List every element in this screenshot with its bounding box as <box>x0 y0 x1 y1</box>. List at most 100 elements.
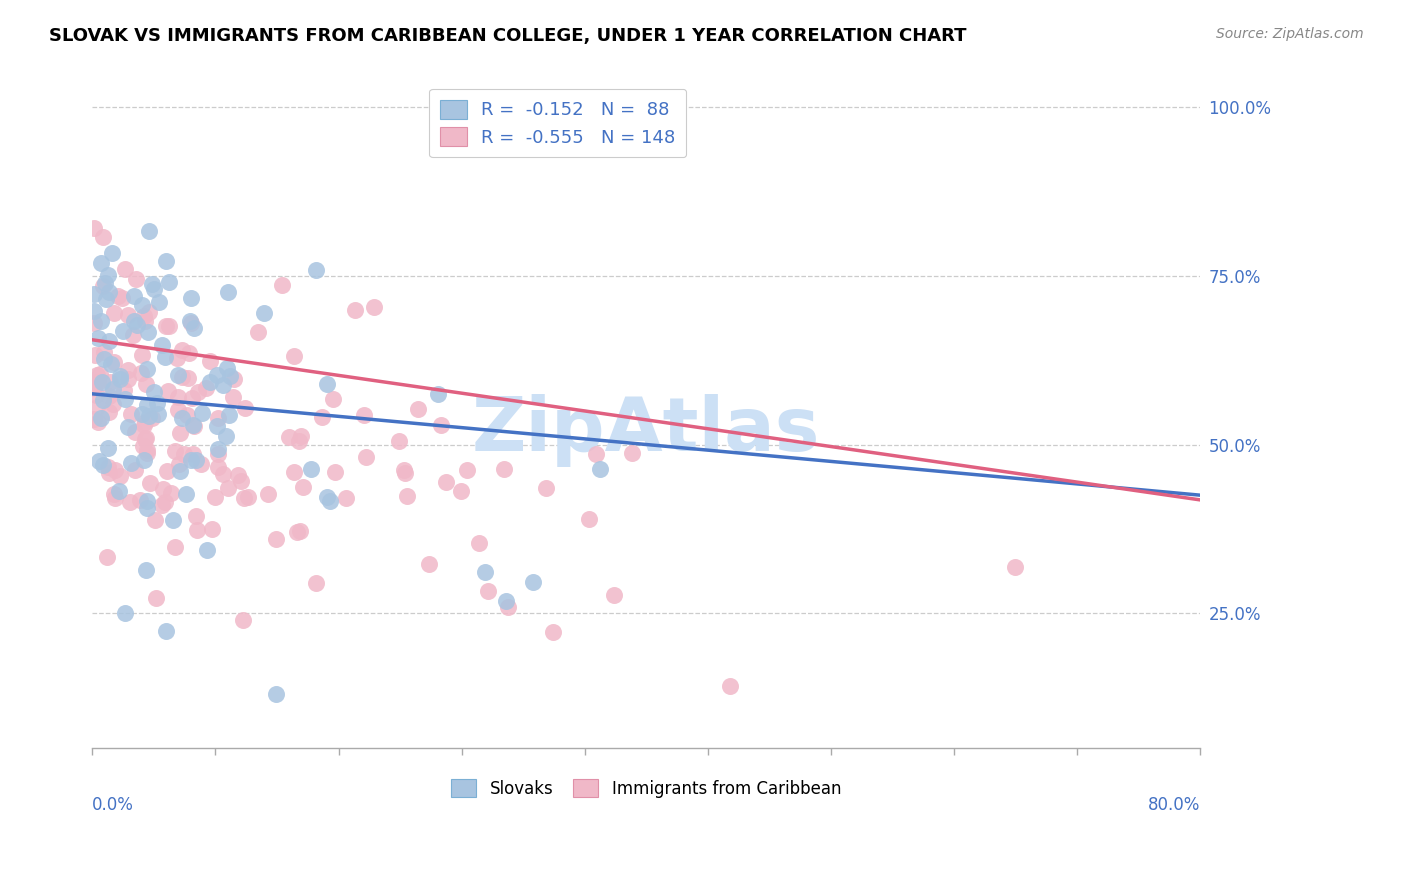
Point <box>311 410 333 425</box>
Point <box>122 288 145 302</box>
Point <box>114 261 136 276</box>
Point <box>83 348 105 362</box>
Point <box>128 492 150 507</box>
Point <box>406 402 429 417</box>
Point <box>157 384 180 398</box>
Point <box>150 498 173 512</box>
Point <box>96 292 118 306</box>
Point <box>394 466 416 480</box>
Text: ZipAtlas: ZipAtlas <box>472 394 821 467</box>
Point <box>174 486 197 500</box>
Point <box>541 624 564 639</box>
Point <box>124 272 146 286</box>
Point <box>228 467 250 482</box>
Text: Source: ZipAtlas.com: Source: ZipAtlas.com <box>1216 27 1364 41</box>
Point <box>395 489 418 503</box>
Point <box>142 282 165 296</box>
Point <box>183 418 205 433</box>
Point <box>181 417 204 432</box>
Point <box>148 295 170 310</box>
Point <box>288 524 311 538</box>
Point <box>138 409 160 424</box>
Point <box>468 535 491 549</box>
Point <box>205 419 228 434</box>
Point <box>186 523 208 537</box>
Point <box>207 460 229 475</box>
Point <box>204 490 226 504</box>
Point <box>176 370 198 384</box>
Point <box>218 408 240 422</box>
Point <box>97 441 120 455</box>
Point <box>98 334 121 348</box>
Point <box>87 415 110 429</box>
Point <box>97 268 120 282</box>
Point <box>155 624 177 639</box>
Point <box>257 487 280 501</box>
Point <box>111 291 134 305</box>
Point <box>132 417 155 432</box>
Point <box>430 417 453 432</box>
Point <box>83 286 105 301</box>
Point <box>97 285 120 300</box>
Point <box>83 379 105 393</box>
Point <box>97 460 120 475</box>
Point <box>90 411 112 425</box>
Point <box>169 425 191 440</box>
Point <box>108 368 131 383</box>
Point <box>135 563 157 577</box>
Point <box>141 411 163 425</box>
Point <box>89 368 111 382</box>
Point <box>316 490 339 504</box>
Point <box>578 512 600 526</box>
Point <box>221 391 243 405</box>
Point <box>195 543 218 558</box>
Point <box>134 415 156 429</box>
Point <box>146 396 169 410</box>
Point <box>264 532 287 546</box>
Legend: Slovaks, Immigrants from Caribbean: Slovaks, Immigrants from Caribbean <box>441 769 851 807</box>
Point <box>195 381 218 395</box>
Point <box>83 316 105 330</box>
Point <box>90 314 112 328</box>
Point <box>456 462 478 476</box>
Point <box>190 457 212 471</box>
Point <box>198 375 221 389</box>
Point <box>117 372 139 386</box>
Point <box>131 348 153 362</box>
Point <box>103 306 125 320</box>
Point <box>103 491 125 505</box>
Point <box>492 462 515 476</box>
Point <box>101 383 124 397</box>
Point <box>100 245 122 260</box>
Point <box>495 593 517 607</box>
Point <box>169 463 191 477</box>
Point <box>180 453 202 467</box>
Point <box>157 318 180 333</box>
Point <box>86 400 108 414</box>
Point <box>111 325 134 339</box>
Point <box>108 372 131 386</box>
Point <box>141 277 163 291</box>
Point <box>108 469 131 483</box>
Point <box>353 409 375 423</box>
Point <box>136 362 159 376</box>
Point <box>134 314 156 328</box>
Point <box>96 550 118 565</box>
Point <box>93 345 115 359</box>
Point <box>84 388 107 402</box>
Point <box>173 447 195 461</box>
Point <box>270 278 292 293</box>
Point <box>122 328 145 343</box>
Point <box>132 453 155 467</box>
Point <box>114 606 136 620</box>
Point <box>172 411 194 425</box>
Point <box>496 600 519 615</box>
Point <box>153 350 176 364</box>
Point <box>305 262 328 277</box>
Point <box>418 557 440 571</box>
Point <box>176 408 198 422</box>
Point <box>283 466 305 480</box>
Point <box>219 368 242 383</box>
Point <box>135 432 157 446</box>
Point <box>155 464 177 478</box>
